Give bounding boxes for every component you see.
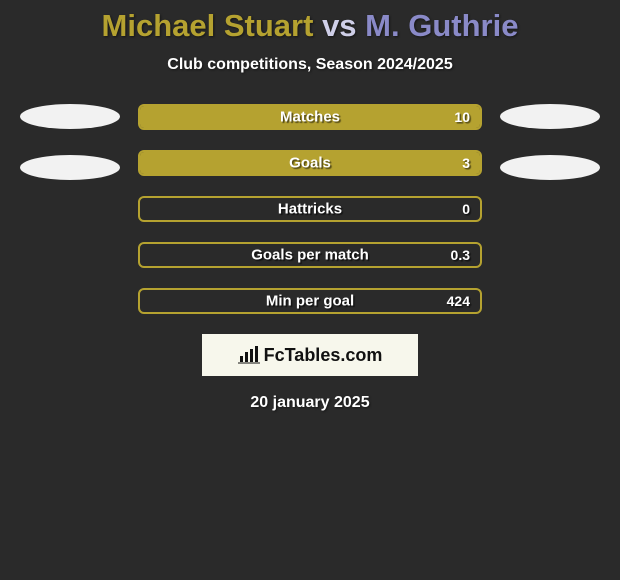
avatar-right-2 <box>500 155 600 180</box>
subtitle: Club competitions, Season 2024/2025 <box>0 56 620 74</box>
title-player2: M. Guthrie <box>365 8 518 43</box>
title-player1: Michael Stuart <box>102 8 314 43</box>
stat-row: Matches 10 <box>138 104 482 130</box>
date-label: 20 january 2025 <box>0 394 620 412</box>
avatar-col-left <box>20 104 120 180</box>
stat-label: Hattricks <box>278 201 342 218</box>
stat-value-right: 0.3 <box>451 247 470 263</box>
stat-bars: Matches 10 Goals 3 Hattricks 0 Goals per match… <box>138 104 482 314</box>
stat-label: Goals per match <box>251 247 369 264</box>
stat-value-right: 10 <box>454 109 470 125</box>
page-title: Michael Stuart vs M. Guthrie <box>0 8 620 44</box>
stat-row: Hattricks 0 <box>138 196 482 222</box>
stat-value-right: 424 <box>447 293 470 309</box>
title-vs: vs <box>322 8 356 43</box>
avatar-right-1 <box>500 104 600 129</box>
stat-label: Matches <box>280 109 340 126</box>
infographic-root: Michael Stuart vs M. Guthrie Club compet… <box>0 0 620 412</box>
brand-badge: FcTables.com <box>202 334 418 376</box>
brand-text: FcTables.com <box>264 345 383 366</box>
avatar-col-right <box>500 104 600 180</box>
avatar-left-1 <box>20 104 120 129</box>
stat-row: Min per goal 424 <box>138 288 482 314</box>
bar-chart-icon <box>238 346 260 364</box>
stat-value-right: 0 <box>462 201 470 217</box>
stat-value-right: 3 <box>462 155 470 171</box>
avatar-left-2 <box>20 155 120 180</box>
stat-label: Goals <box>289 155 331 172</box>
stat-row: Goals 3 <box>138 150 482 176</box>
stats-area: Matches 10 Goals 3 Hattricks 0 Goals per match… <box>0 104 620 314</box>
stat-row: Goals per match 0.3 <box>138 242 482 268</box>
stat-label: Min per goal <box>266 293 354 310</box>
